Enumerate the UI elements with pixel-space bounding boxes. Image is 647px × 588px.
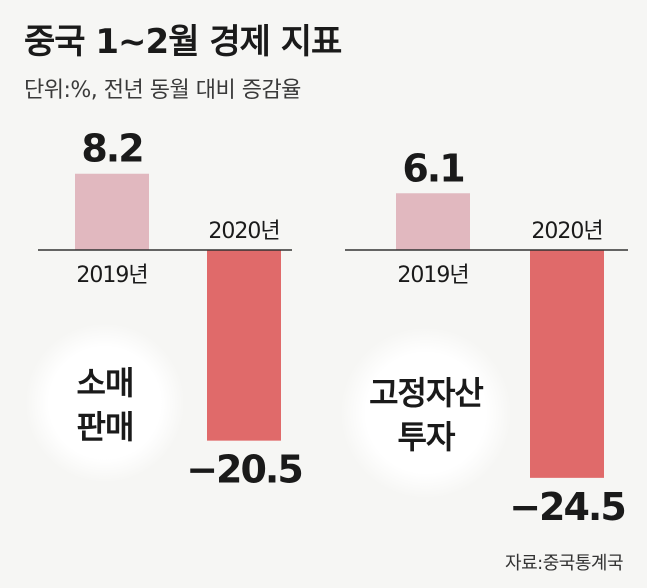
category-label-retail-sales-2019: 2019년 bbox=[76, 263, 147, 288]
series-badge-fixed-asset-investment bbox=[340, 327, 512, 499]
bar-fixed-asset-investment-2020 bbox=[530, 250, 604, 478]
series-name-fixed-asset-investment-line-1: 고정자산 bbox=[369, 374, 483, 412]
page-title: 중국 1~2월 경제 지표 bbox=[24, 22, 342, 62]
value-label-retail-sales-2020: −20.5 bbox=[186, 448, 302, 492]
value-label-fixed-asset-investment-2020: −24.5 bbox=[509, 485, 625, 529]
bar-retail-sales-2020 bbox=[207, 250, 281, 441]
value-label-retail-sales-2019: 8.2 bbox=[81, 127, 142, 171]
category-label-retail-sales-2020: 2020년 bbox=[208, 219, 279, 244]
source-note: 자료:중국통계국 bbox=[505, 553, 623, 574]
unit-subtitle: 단위:%, 전년 동월 대비 증감율 bbox=[24, 78, 301, 103]
series-name-fixed-asset-investment-line-2: 투자 bbox=[398, 418, 456, 456]
category-label-fixed-asset-investment-2020: 2020년 bbox=[531, 219, 602, 244]
bar-retail-sales-2019 bbox=[75, 173, 149, 250]
bar-fixed-asset-investment-2019 bbox=[396, 193, 470, 250]
category-label-fixed-asset-investment-2019: 2019년 bbox=[397, 263, 468, 288]
series-name-retail-sales-line-2: 판매 bbox=[77, 408, 134, 446]
series-badge-retail-sales bbox=[25, 323, 185, 483]
series-name-retail-sales-line-1: 소매 bbox=[77, 364, 134, 402]
value-label-fixed-asset-investment-2019: 6.1 bbox=[402, 146, 463, 190]
